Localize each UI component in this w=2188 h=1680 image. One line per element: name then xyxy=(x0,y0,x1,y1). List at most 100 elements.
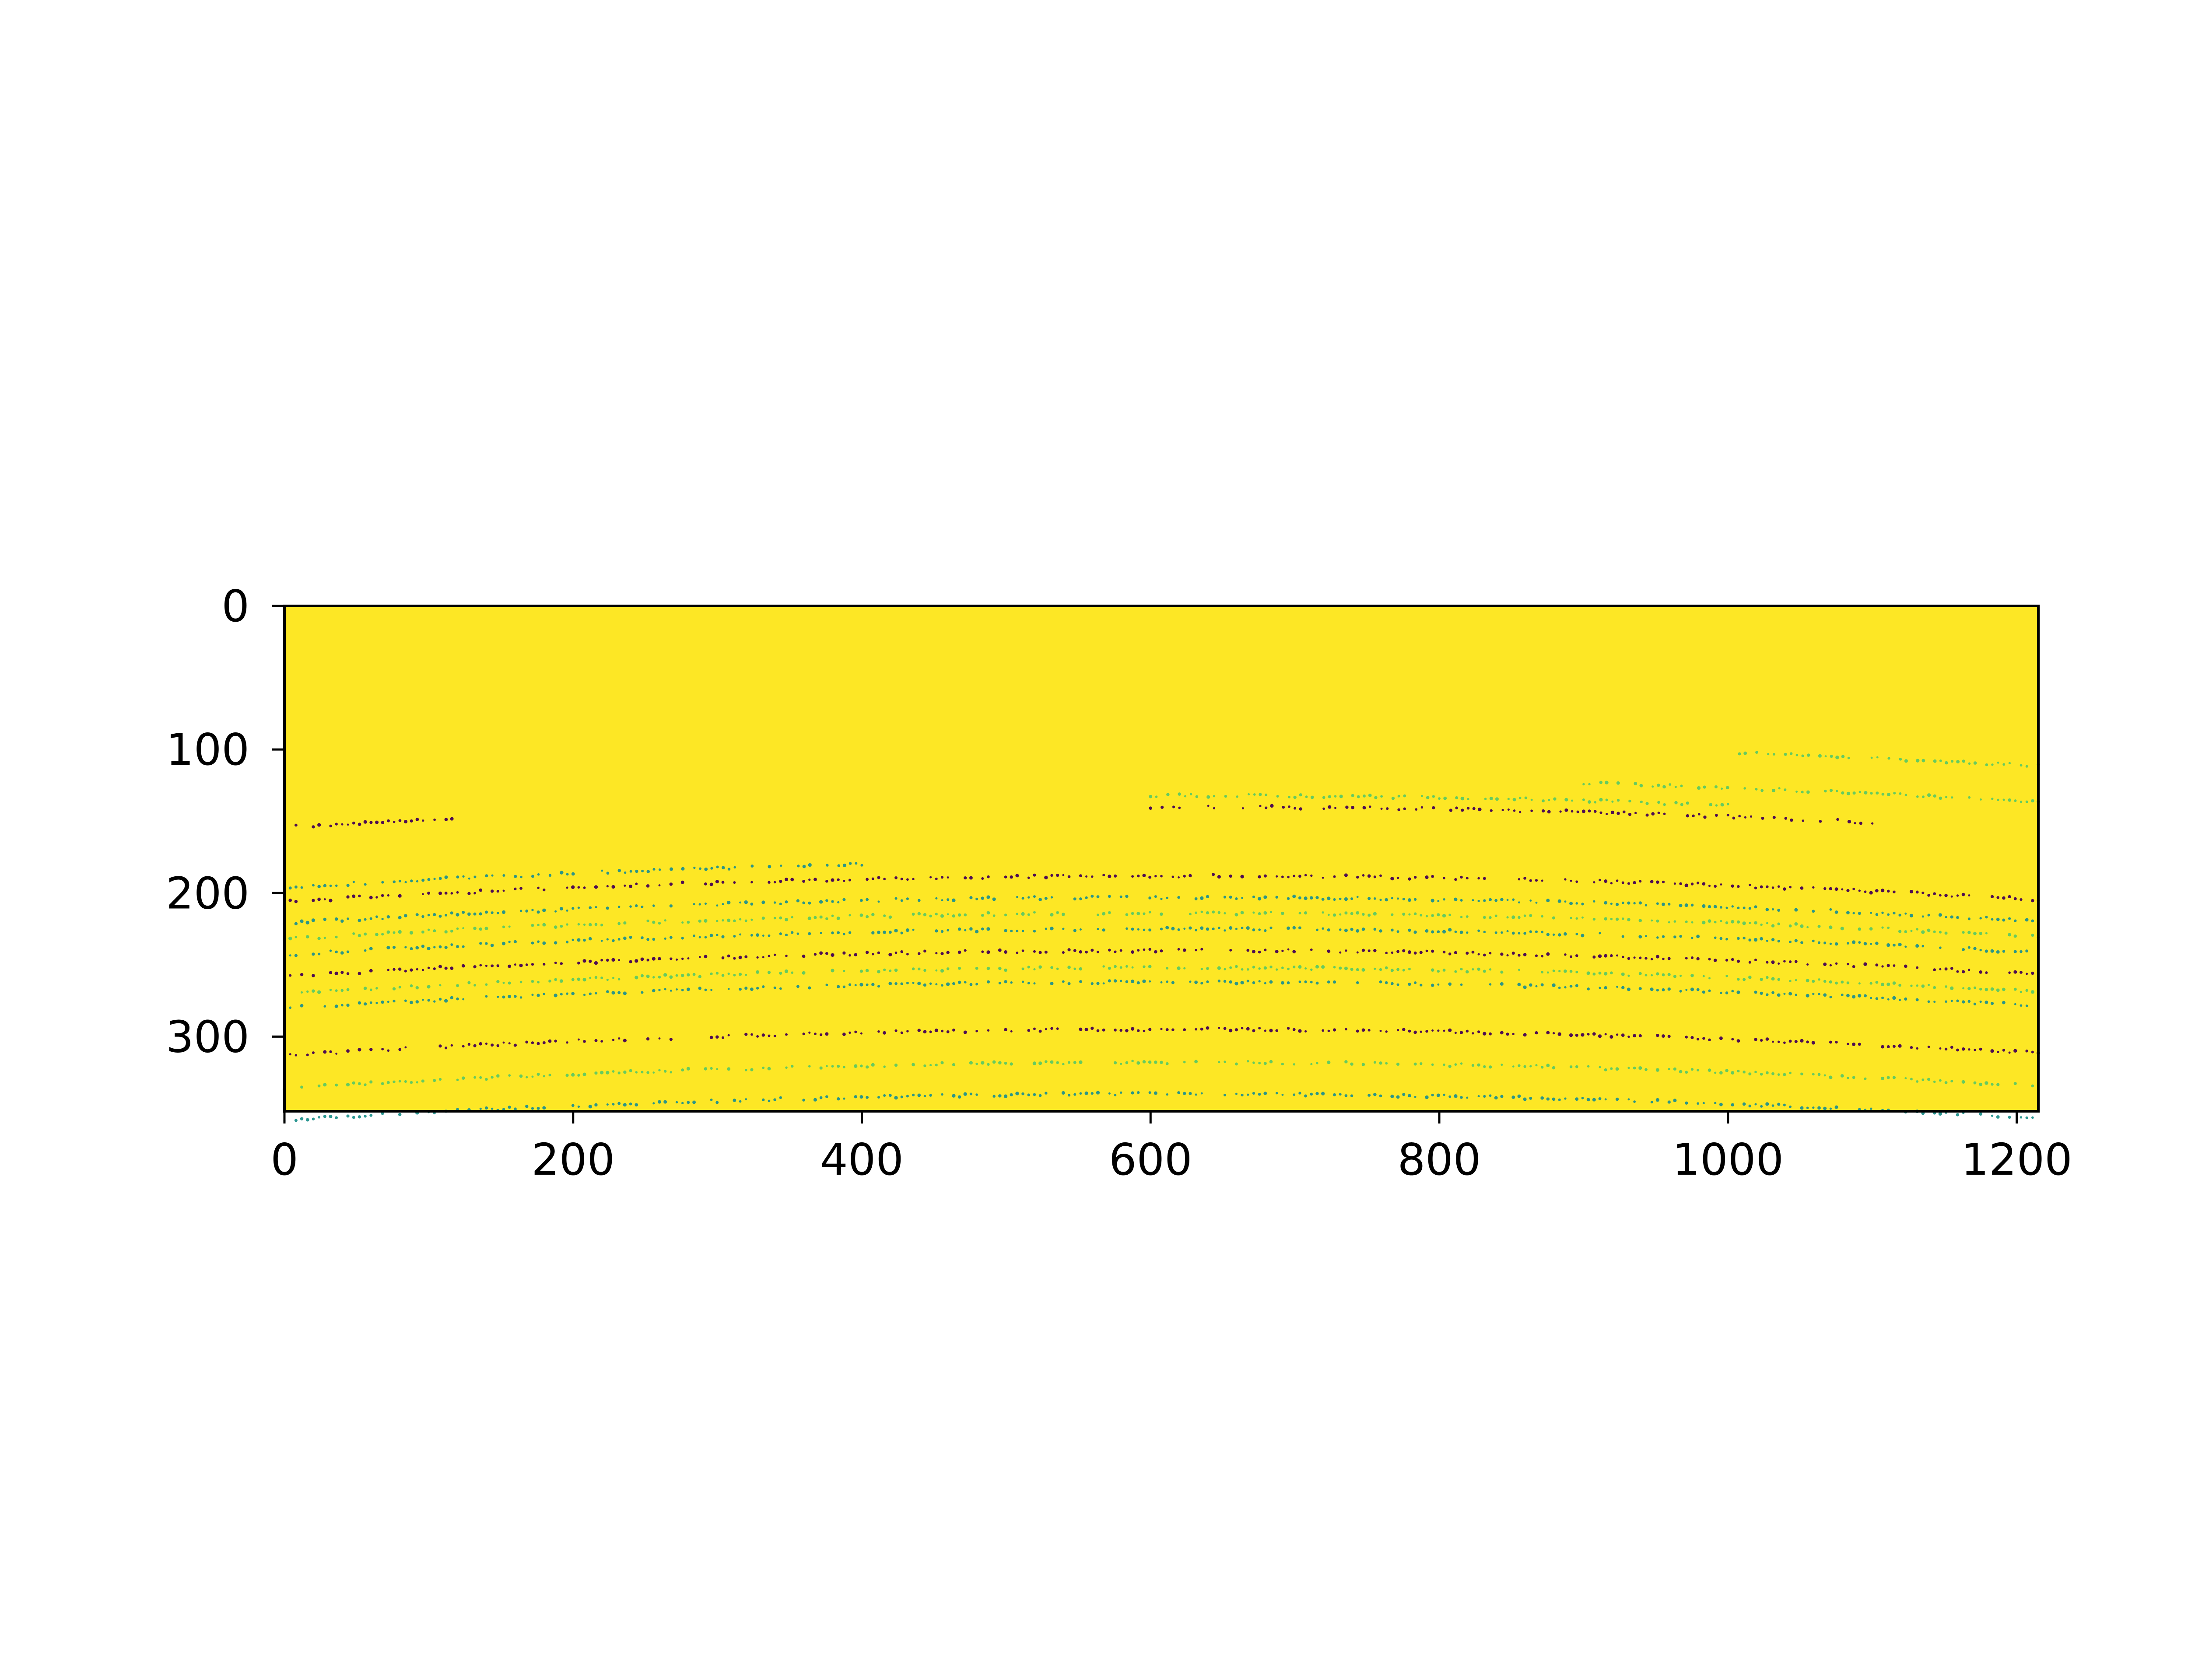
scan-point xyxy=(1546,1031,1550,1035)
scan-point xyxy=(415,986,419,990)
scan-point xyxy=(2013,934,2017,938)
scan-point xyxy=(1506,1032,1509,1036)
scan-point xyxy=(410,947,413,951)
scan-point xyxy=(1108,875,1112,878)
scan-point xyxy=(1944,893,1948,897)
scan-point xyxy=(1027,966,1030,969)
scan-point xyxy=(1777,1073,1780,1076)
scan-point xyxy=(1183,1028,1186,1031)
scan-point xyxy=(1483,953,1486,957)
scan-point xyxy=(843,933,845,935)
scan-point xyxy=(1108,966,1111,970)
scan-point xyxy=(1148,1091,1151,1094)
scan-point xyxy=(2013,897,2017,900)
scan-point xyxy=(1102,912,1106,916)
scan-point xyxy=(318,1116,320,1119)
scan-point xyxy=(1854,822,1856,825)
scan-point xyxy=(1391,913,1394,916)
scan-point xyxy=(2008,1051,2011,1054)
scan-point xyxy=(502,874,505,877)
scan-point xyxy=(855,862,858,865)
scan-point xyxy=(1506,930,1509,932)
scan-point xyxy=(1645,802,1649,805)
scan-point xyxy=(1488,1065,1492,1069)
scan-point xyxy=(1979,1082,1983,1086)
scan-point xyxy=(1587,1065,1590,1068)
scan-point xyxy=(1160,981,1163,984)
scan-point xyxy=(1702,990,1705,994)
scan-point xyxy=(1016,896,1018,898)
scan-point xyxy=(1801,754,1804,757)
scan-point xyxy=(1985,971,1988,974)
scan-point xyxy=(1016,930,1019,932)
scan-point xyxy=(1650,880,1654,884)
scan-point xyxy=(1402,912,1406,916)
scan-point xyxy=(1973,1081,1977,1085)
scan-point xyxy=(1610,810,1614,814)
scan-point xyxy=(883,931,886,934)
scan-point xyxy=(398,894,402,898)
scan-point xyxy=(1467,798,1469,801)
scan-point xyxy=(427,966,430,969)
scan-point xyxy=(721,935,725,938)
scan-point xyxy=(1703,816,1707,819)
scan-point xyxy=(300,991,303,994)
scan-point xyxy=(445,1046,448,1050)
scan-point xyxy=(421,998,424,1001)
scan-point xyxy=(1870,997,1872,999)
scan-point xyxy=(1455,796,1459,799)
scan-point xyxy=(807,916,811,920)
scan-point xyxy=(289,954,291,957)
scan-point xyxy=(1529,879,1532,882)
scan-point xyxy=(513,994,517,998)
scan-point xyxy=(646,1037,650,1041)
scan-point xyxy=(1719,906,1722,909)
scan-point xyxy=(462,945,465,948)
scan-point xyxy=(681,989,684,991)
scan-point xyxy=(1708,1068,1711,1072)
scan-point xyxy=(1794,908,1798,912)
scan-point xyxy=(623,1039,627,1043)
scan-point xyxy=(1829,925,1833,929)
scan-point xyxy=(1697,812,1701,816)
scan-point xyxy=(421,878,425,882)
scan-point xyxy=(2031,1050,2034,1054)
scan-point xyxy=(947,876,949,879)
scan-point xyxy=(865,951,869,954)
scan-point xyxy=(1264,948,1267,952)
scan-point xyxy=(1166,967,1169,970)
scan-point xyxy=(1131,1060,1134,1062)
scan-point xyxy=(352,821,355,825)
scan-point xyxy=(1282,805,1285,809)
scan-point xyxy=(1390,1095,1394,1099)
scan-point xyxy=(1714,1102,1717,1104)
scan-point xyxy=(1731,1103,1734,1107)
scan-point xyxy=(1442,914,1446,918)
scan-point xyxy=(444,818,448,822)
scan-point xyxy=(1293,966,1296,969)
scan-point xyxy=(1922,915,1924,918)
scan-point xyxy=(617,938,621,941)
scan-point xyxy=(1096,914,1099,917)
scan-point xyxy=(1131,875,1134,878)
scan-point xyxy=(912,1063,915,1067)
scan-point xyxy=(2019,971,2023,974)
scan-point xyxy=(877,951,880,955)
scan-point xyxy=(1869,1107,1872,1110)
scan-point xyxy=(305,935,309,939)
scan-point xyxy=(1564,1097,1567,1100)
scan-point xyxy=(1806,753,1810,757)
scan-point xyxy=(329,1050,332,1053)
scan-point xyxy=(831,1065,834,1068)
scan-point xyxy=(843,970,845,972)
scan-point xyxy=(1339,897,1342,900)
scan-point xyxy=(1298,965,1302,969)
scan-point xyxy=(1985,1081,1988,1085)
scan-point xyxy=(416,968,418,971)
scan-point xyxy=(831,969,835,973)
scan-point xyxy=(335,884,338,887)
scan-point xyxy=(1362,913,1365,916)
scan-point xyxy=(1361,968,1365,972)
scan-point xyxy=(1893,911,1896,915)
scan-point xyxy=(1760,991,1763,995)
